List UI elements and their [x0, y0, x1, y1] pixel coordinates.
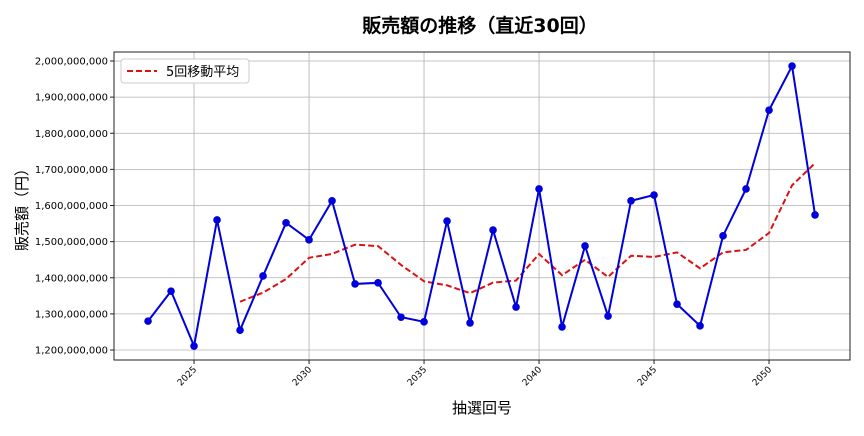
sales-point-2023 [144, 317, 152, 325]
x-tick-label: 2035 [406, 365, 429, 388]
sales-point-2025 [190, 342, 198, 350]
sales-point-2049 [742, 185, 750, 193]
x-axis-label: 抽選回号 [452, 399, 512, 417]
sales-point-2046 [673, 300, 681, 308]
legend-label-moving-average: 5回移動平均 [166, 65, 239, 80]
x-tick-label: 2050 [751, 365, 774, 388]
x-tick-label: 2040 [521, 365, 544, 388]
sales-point-2035 [420, 318, 428, 326]
x-tick-label: 2030 [291, 365, 314, 388]
sales-point-2029 [282, 219, 290, 227]
chart-title: 販売額の推移（直近30回） [362, 14, 597, 37]
sales-point-2037 [466, 319, 474, 327]
y-tick-label: 1,200,000,000 [35, 346, 108, 357]
sales-point-2044 [627, 197, 635, 205]
sales-point-2042 [581, 242, 589, 250]
legend: 5回移動平均 [120, 58, 250, 84]
x-tick-label: 2045 [636, 365, 659, 388]
sales-point-2050 [765, 106, 773, 114]
sales-line [147, 62, 817, 350]
sales-point-2024 [167, 287, 175, 295]
sales-point-2039 [512, 303, 520, 311]
sales-point-2033 [374, 279, 382, 287]
sales-point-2027 [236, 326, 244, 334]
x-tick-label: 2025 [176, 365, 199, 388]
y-tick-label: 1,400,000,000 [35, 273, 108, 284]
sales-point-2038 [489, 226, 497, 234]
sales-point-2051 [788, 62, 796, 70]
sales-point-2031 [328, 197, 336, 205]
sales-point-2045 [650, 191, 658, 199]
y-tick-label: 1,500,000,000 [35, 237, 108, 248]
sales-point-2036 [443, 217, 451, 225]
sales-point-2032 [351, 280, 359, 288]
moving-average-line [239, 162, 816, 303]
y-tick-label: 1,300,000,000 [35, 309, 108, 320]
sales-point-2043 [604, 312, 612, 320]
sales-point-2052 [811, 211, 819, 219]
legend-box [120, 58, 250, 84]
sales-point-2034 [397, 313, 405, 321]
sales-point-2041 [558, 323, 566, 331]
y-axis-label: 販売額（円） [13, 161, 31, 251]
sales-point-2048 [719, 232, 727, 240]
sales-point-2040 [535, 185, 543, 193]
y-tick-label: 1,800,000,000 [35, 129, 108, 140]
y-tick-label: 1,900,000,000 [35, 93, 108, 104]
sales-point-2026 [213, 216, 221, 224]
sales-point-2028 [259, 272, 267, 280]
y-tick-label: 2,000,000,000 [35, 56, 108, 67]
sales-point-2047 [696, 322, 704, 330]
y-tick-label: 1,700,000,000 [35, 165, 108, 176]
plot-frame [113, 51, 851, 361]
y-tick-label: 1,600,000,000 [35, 201, 108, 212]
sales-point-2030 [305, 236, 313, 244]
